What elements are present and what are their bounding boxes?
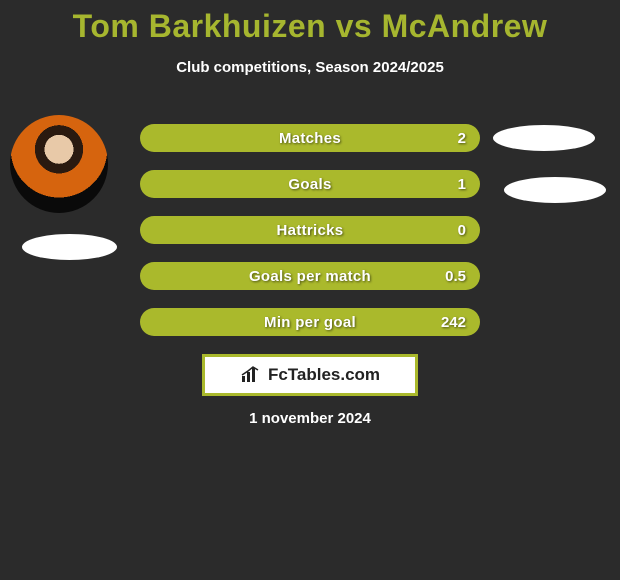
page-title: Tom Barkhuizen vs McAndrew <box>0 0 620 45</box>
stat-bar-min-per-goal: Min per goal 242 <box>140 308 480 336</box>
placeholder-oval-right-2 <box>504 177 606 203</box>
source-badge[interactable]: FcTables.com <box>202 354 418 396</box>
page-subtitle: Club competitions, Season 2024/2025 <box>0 59 620 76</box>
placeholder-oval-left <box>22 234 117 260</box>
stat-bar-matches: Matches 2 <box>140 124 480 152</box>
stat-value: 1 <box>458 176 466 193</box>
bar-chart-icon <box>240 366 262 384</box>
stat-value: 2 <box>458 130 466 147</box>
stat-bar-goals-per-match: Goals per match 0.5 <box>140 262 480 290</box>
stat-label: Goals per match <box>249 268 371 285</box>
player-avatar-left <box>10 115 108 213</box>
stat-bar-goals: Goals 1 <box>140 170 480 198</box>
stat-label: Min per goal <box>264 314 356 331</box>
stat-value: 0 <box>458 222 466 239</box>
stat-value: 0.5 <box>445 268 466 285</box>
source-badge-text: FcTables.com <box>268 365 380 385</box>
stat-label: Matches <box>279 130 341 147</box>
date-label: 1 november 2024 <box>0 410 620 427</box>
stat-bar-hattricks: Hattricks 0 <box>140 216 480 244</box>
placeholder-oval-right-1 <box>493 125 595 151</box>
stat-bars: Matches 2 Goals 1 Hattricks 0 Goals per … <box>140 124 480 354</box>
stat-label: Goals <box>288 176 331 193</box>
stat-value: 242 <box>441 314 466 331</box>
stat-label: Hattricks <box>277 222 344 239</box>
